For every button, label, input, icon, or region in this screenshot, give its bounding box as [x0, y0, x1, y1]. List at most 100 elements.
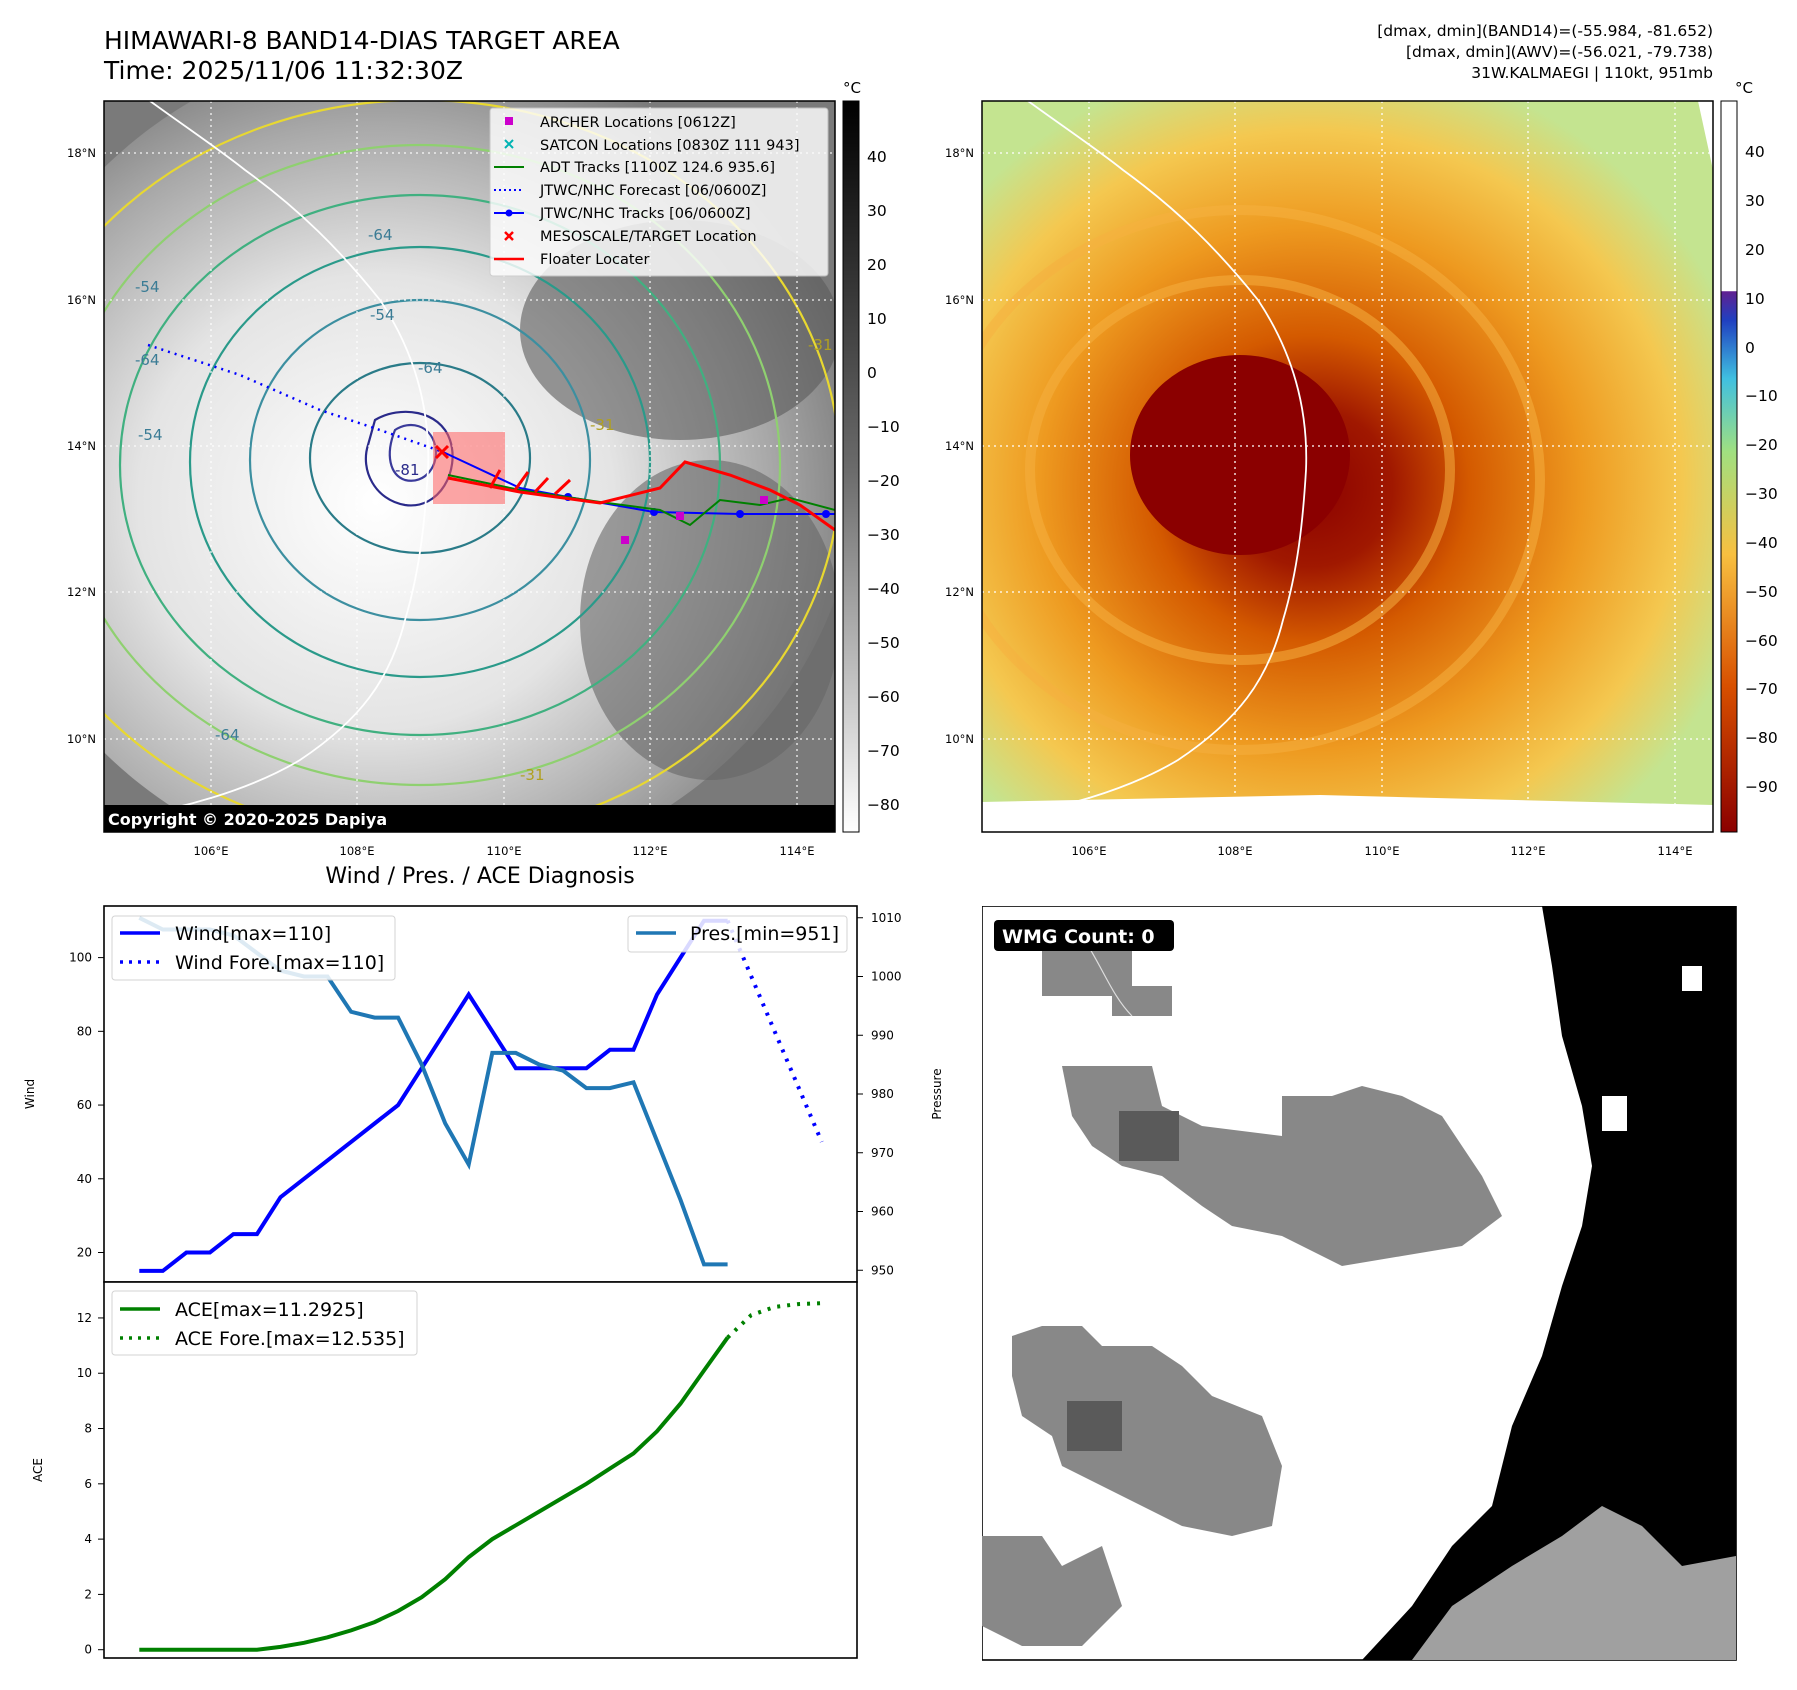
wmg-dark-band: [1362, 906, 1736, 1660]
awv-colorbar-ticks: 40 30 20 10 0 −10 −20 −30 −40 −50 −60 −7…: [1745, 143, 1778, 796]
svg-text:−80: −80: [1745, 729, 1778, 747]
legend-satcon-icon: [504, 139, 514, 149]
svg-text:-81: -81: [395, 461, 420, 479]
svg-text:12°N: 12°N: [945, 585, 974, 599]
pressure-axis-label: Pressure: [930, 1068, 944, 1119]
svg-text:-64: -64: [418, 359, 443, 377]
pressure-tick-label: 1010: [871, 911, 902, 925]
svg-text:−70: −70: [1745, 680, 1778, 698]
pressure-tick-label: 1000: [871, 970, 902, 984]
svg-text:ARCHER Locations [0612Z]: ARCHER Locations [0612Z]: [540, 115, 736, 131]
awv-map-panel: [982, 101, 1713, 832]
wind-tick-label: 60: [77, 1098, 92, 1112]
svg-text:-31: -31: [590, 416, 615, 434]
ir-contour-labels: -64 -54 -64 -54 -64 -81 -31 -54 -64 -31 …: [135, 226, 833, 784]
archer-locations: [621, 496, 768, 544]
wind-tick-label: 100: [69, 951, 92, 965]
figure-title: HIMAWARI-8 BAND14-DIAS TARGET AREA: [104, 26, 620, 55]
wind-axis-label: Wind: [23, 1079, 37, 1109]
svg-text:-31: -31: [808, 336, 833, 354]
ace-axis-label: ACE: [31, 1458, 45, 1482]
svg-text:110°E: 110°E: [487, 844, 522, 858]
svg-text:−60: −60: [867, 688, 900, 706]
awv-gridlines: [982, 101, 1713, 832]
awv-colorbar: [1720, 100, 1738, 833]
svg-text:20: 20: [867, 256, 887, 274]
svg-text:110°E: 110°E: [1365, 844, 1400, 858]
svg-text:-64: -64: [215, 726, 240, 744]
ir-coastline: [109, 101, 430, 821]
svg-text:JTWC/NHC Forecast [06/0600Z]: JTWC/NHC Forecast [06/0600Z]: [539, 183, 766, 199]
svg-text:12°N: 12°N: [67, 585, 96, 599]
wind-legend-label: Wind[max=110]: [175, 923, 331, 945]
svg-text:-54: -54: [135, 278, 160, 296]
svg-text:18°N: 18°N: [945, 146, 974, 160]
svg-text:114°E: 114°E: [780, 844, 815, 858]
svg-text:-54: -54: [138, 426, 163, 444]
svg-text:MESOSCALE/TARGET Location: MESOSCALE/TARGET Location: [540, 229, 757, 245]
ace-tick-label: 4: [84, 1532, 92, 1546]
jtwc-track-points: [564, 493, 830, 518]
adt-track: [447, 474, 835, 527]
svg-text:-64: -64: [135, 351, 160, 369]
svg-text:-54: -54: [370, 306, 395, 324]
ace-tick-label: 12: [77, 1311, 92, 1325]
svg-text:−10: −10: [1745, 387, 1778, 405]
svg-text:30: 30: [1745, 192, 1765, 210]
svg-text:−50: −50: [1745, 583, 1778, 601]
svg-text:10°N: 10°N: [67, 732, 96, 746]
svg-text:106°E: 106°E: [1072, 844, 1107, 858]
wind-tick-label: 20: [77, 1246, 92, 1260]
ir-colorbar: [842, 100, 860, 833]
ir-lat-ticks: 18°N 16°N 14°N 12°N 10°N: [67, 146, 96, 746]
pressure-legend: Pres.[min=951]: [627, 915, 848, 953]
svg-text:ADT Tracks [1100Z 124.6 935.6]: ADT Tracks [1100Z 124.6 935.6]: [540, 160, 775, 176]
svg-text:10: 10: [867, 310, 887, 328]
ir-colorbar-ticks: 40 30 20 10 0 −10 −20 −30 −40 −50 −60 −7…: [867, 148, 900, 814]
awv-range: [dmax, dmin](AWV)=(-56.021, -79.738): [1406, 43, 1713, 61]
legend-archer-icon: [505, 117, 513, 125]
figure-time: Time: 2025/11/06 11:32:30Z: [104, 56, 463, 85]
wind-series-observed-line: [139, 918, 728, 1273]
svg-text:106°E: 106°E: [194, 844, 229, 858]
wind-tick-label: 80: [77, 1024, 92, 1038]
svg-text:−30: −30: [1745, 485, 1778, 503]
svg-text:−20: −20: [867, 472, 900, 490]
svg-text:−50: −50: [867, 634, 900, 652]
svg-text:−80: −80: [867, 796, 900, 814]
svg-text:0: 0: [867, 364, 877, 382]
svg-text:18°N: 18°N: [67, 146, 96, 160]
ace-tick-label: 2: [84, 1587, 92, 1601]
svg-text:-31: -31: [520, 766, 545, 784]
ir-map-panel: -64 -54 -64 -54 -64 -81 -31 -54 -64 -31 …: [67, 79, 1778, 858]
ace-series-observed-line: [139, 1336, 730, 1652]
ace-ticks: 0 2 4 6 8 10 12: [77, 1311, 104, 1657]
svg-text:−90: −90: [1745, 778, 1778, 796]
svg-text:10°N: 10°N: [945, 732, 974, 746]
svg-text:10: 10: [1745, 290, 1765, 308]
svg-text:JTWC/NHC Tracks [06/0600Z]: JTWC/NHC Tracks [06/0600Z]: [539, 206, 751, 222]
svg-text:−30: −30: [867, 526, 900, 544]
svg-text:20: 20: [1745, 241, 1765, 259]
ace-tick-label: 0: [84, 1643, 92, 1657]
jtwc-track: [442, 451, 835, 515]
copyright-text: Copyright © 2020-2025 Dapiya: [108, 810, 387, 829]
svg-text:−20: −20: [1745, 436, 1778, 454]
awv-eye-region: [1130, 355, 1350, 555]
target-box: [433, 432, 505, 504]
svg-text:−70: −70: [867, 742, 900, 760]
wmg-count-text: WMG Count: 0: [1002, 926, 1155, 948]
pressure-tick-label: 950: [871, 1263, 894, 1277]
floater-locater: [447, 460, 835, 532]
svg-text:30: 30: [867, 202, 887, 220]
svg-text:−10: −10: [867, 418, 900, 436]
ir-colorbar-unit: °C: [843, 79, 861, 97]
wind-fore-legend-label: Wind Fore.[max=110]: [175, 952, 384, 974]
wind-tick-label: 40: [77, 1172, 92, 1186]
legend-target-icon: [504, 231, 514, 241]
awv-lat-ticks: 18°N 16°N 14°N 12°N 10°N: [945, 146, 974, 746]
svg-text:108°E: 108°E: [1218, 844, 1253, 858]
band14-range: [dmax, dmin](BAND14)=(-55.984, -81.652): [1377, 22, 1713, 40]
pressure-tick-label: 980: [871, 1087, 894, 1101]
svg-text:40: 40: [867, 148, 887, 166]
